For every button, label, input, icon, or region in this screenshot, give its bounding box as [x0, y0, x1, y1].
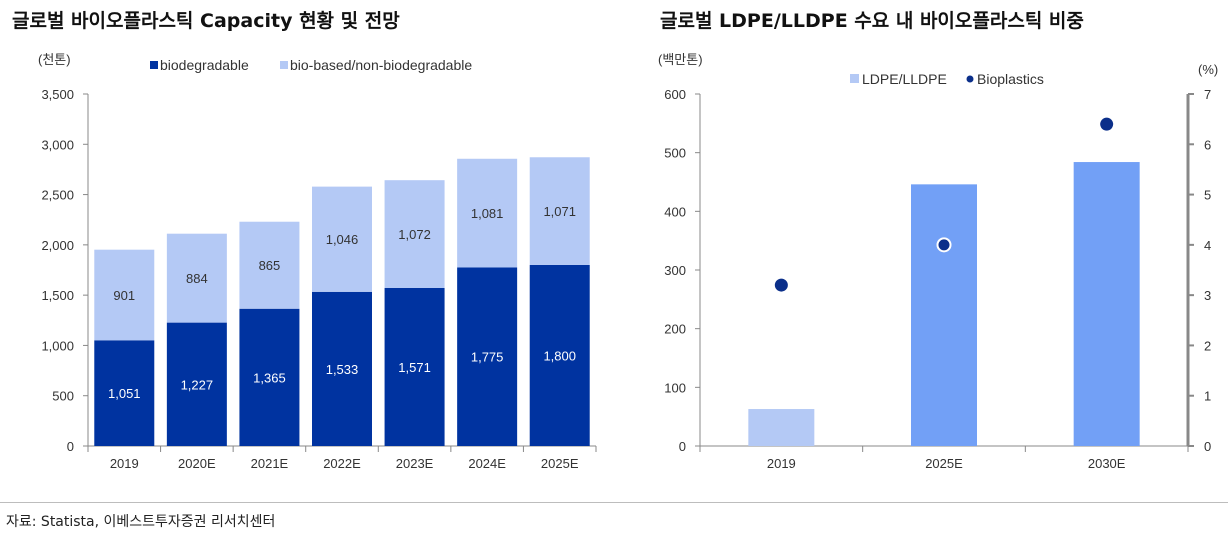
y-tick-label: 600: [664, 87, 686, 102]
y-axis-unit-label: (백만톤): [658, 52, 703, 67]
y-tick-label: 0: [67, 439, 74, 454]
y2-tick-label: 3: [1204, 288, 1211, 303]
data-label: 1,571: [398, 360, 431, 375]
x-tick-label: 2023E: [396, 456, 434, 471]
x-tick-label: 2019: [110, 456, 139, 471]
x-tick-label: 2024E: [468, 456, 506, 471]
bar-bio-based: [166, 233, 227, 323]
y-tick-label: 3,000: [41, 137, 74, 152]
bar-bio-based: [457, 158, 518, 268]
share-chart-panel: 글로벌 LDPE/LLDPE 수요 내 바이오플라스틱 비중 (백만톤) (%) L…: [614, 0, 1228, 500]
legend-label-0: biodegradable: [160, 57, 249, 73]
capacity-chart-panel: 글로벌 바이오플라스틱 Capacity 현황 및 전망 (천톤) biodegr…: [0, 0, 614, 500]
legend-swatch-ldpe: [850, 74, 859, 83]
bar-bio-based: [239, 221, 300, 309]
data-label: 1,227: [181, 377, 214, 392]
x-tick-label: 2021E: [251, 456, 289, 471]
legend-swatch-0: [150, 61, 158, 69]
legend-swatch-1: [280, 61, 288, 69]
legend-label-ldpe: LDPE/LLDPE: [862, 71, 947, 87]
point-bioplastics: [1100, 117, 1114, 131]
y-tick-label: 3,500: [41, 87, 74, 102]
y-tick-label: 500: [664, 146, 686, 161]
legend-label-1: bio-based/non-biodegradable: [290, 57, 472, 73]
y-tick-label: 400: [664, 204, 686, 219]
bar-bio-based: [94, 249, 155, 341]
y-tick-label: 0: [679, 439, 686, 454]
y-tick-label: 300: [664, 263, 686, 278]
capacity-chart-title: 글로벌 바이오플라스틱 Capacity 현황 및 전망: [12, 10, 400, 32]
bar-bio-based: [312, 186, 372, 292]
y-tick-label: 1,500: [41, 288, 74, 303]
bar-biodegradable: [166, 322, 227, 446]
bar-biodegradable: [312, 291, 372, 446]
data-label: 1,365: [253, 370, 286, 385]
data-label: 1,046: [326, 232, 359, 247]
y-tick-label: 2,500: [41, 188, 74, 203]
data-label: 1,081: [471, 206, 504, 221]
point-bioplastics: [774, 278, 788, 292]
bar-biodegradable: [384, 288, 445, 446]
legend-label-bioplastics: Bioplastics: [977, 71, 1044, 87]
legend-marker-bioplastics: [966, 75, 974, 83]
y2-tick-label: 0: [1204, 439, 1211, 454]
data-label: 1,775: [471, 350, 504, 365]
y2-tick-label: 7: [1204, 87, 1211, 102]
y-tick-label: 2,000: [41, 238, 74, 253]
x-tick-label: 2019: [767, 456, 796, 471]
y2-tick-label: 5: [1204, 188, 1211, 203]
bar-bio-based: [384, 180, 445, 289]
y-tick-label: 500: [52, 389, 74, 404]
y2-axis-unit-label: (%): [1198, 62, 1218, 77]
data-label: 865: [259, 258, 281, 273]
capacity-chart: (천톤) biodegradable bio-based/non-biodegrad…: [38, 52, 597, 471]
bar-biodegradable: [239, 308, 300, 446]
y2-tick-label: 4: [1204, 238, 1211, 253]
y-tick-label: 100: [664, 380, 686, 395]
data-label: 1,072: [398, 227, 431, 242]
bar-biodegradable: [457, 267, 518, 446]
share-chart: (백만톤) (%) LDPE/LLDPE Bioplastics 0 100 200 300 4…: [658, 52, 1218, 471]
bar-biodegradable: [529, 264, 590, 446]
y2-tick-label: 2: [1204, 338, 1211, 353]
footer-divider: [0, 502, 1228, 503]
x-tick-label: 2025E: [925, 456, 963, 471]
source-note: 자료: Statista, 이베스트투자증권 리서치센터: [6, 514, 276, 530]
y2-tick-label: 6: [1204, 137, 1211, 152]
x-tick-label: 2025E: [541, 456, 579, 471]
y2-tick-label: 1: [1204, 389, 1211, 404]
data-label: 884: [186, 271, 208, 286]
data-label: 901: [113, 288, 135, 303]
x-tick-label: 2030E: [1088, 456, 1126, 471]
y-tick-label: 200: [664, 322, 686, 337]
bar-ldpe-lldpe: [748, 409, 815, 446]
data-label: 1,051: [108, 386, 141, 401]
x-tick-label: 2020E: [178, 456, 216, 471]
data-label: 1,800: [543, 348, 576, 363]
bar-bio-based: [529, 157, 590, 265]
point-bioplastics: [936, 237, 952, 253]
bar-biodegradable: [94, 340, 155, 446]
y-tick-label: 1,000: [41, 338, 74, 353]
data-label: 1,533: [326, 362, 359, 377]
share-chart-title: 글로벌 LDPE/LLDPE 수요 내 바이오플라스틱 비중: [660, 10, 1084, 32]
bar-ldpe-lldpe: [1073, 162, 1140, 446]
bar-ldpe-lldpe: [911, 184, 977, 446]
x-tick-label: 2022E: [323, 456, 361, 471]
y-axis-unit-label: (천톤): [38, 52, 71, 67]
data-label: 1,071: [543, 204, 576, 219]
